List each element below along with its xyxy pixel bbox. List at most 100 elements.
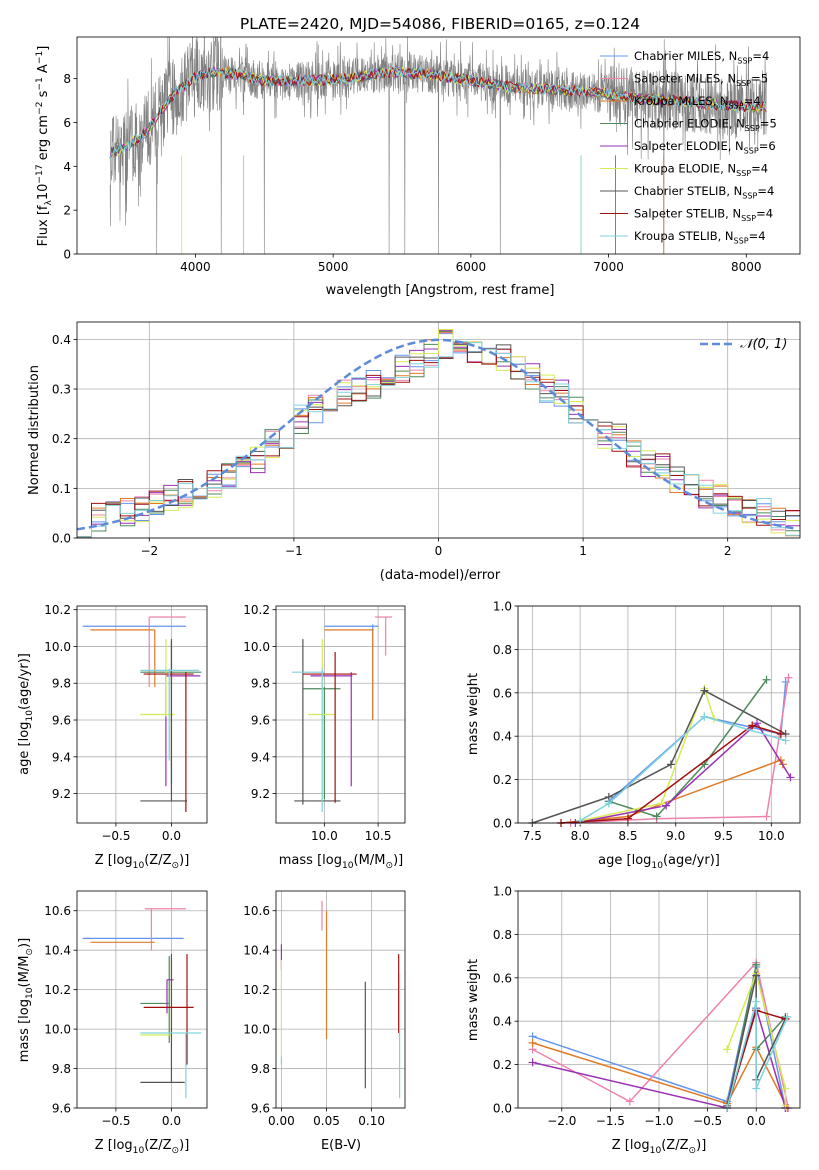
- weight-marker: [652, 812, 661, 821]
- y-tick-label: 0.2: [493, 1058, 512, 1072]
- y-tick-label: 0.2: [52, 432, 71, 446]
- legend-label: Salpeter ELODIE, NSSP=6: [634, 139, 776, 155]
- residuals-axes: −2 −1 0 1 2 0.0 0.1 0.2 0.3 0.4: [52, 322, 800, 558]
- y-tick-label: 10.2: [243, 983, 270, 997]
- legend-label-part: Chabrier MILES, N: [634, 49, 737, 63]
- legend-label-part: SSP: [745, 124, 760, 133]
- mass-weight-age-xlabel-part: 10: [651, 861, 663, 871]
- legend-label-part: =4: [752, 49, 769, 63]
- mass-vs-z-xlabel-part: 10: [133, 1146, 145, 1156]
- weight-marker: [623, 814, 632, 823]
- y-tick-label: 9.8: [52, 677, 71, 691]
- mass-vs-z-ylabel-part: 10: [25, 987, 35, 999]
- mass-weight-z-plot: [528, 958, 793, 1112]
- weight-marker: [752, 997, 761, 1006]
- legend-label-part: SSP: [729, 101, 744, 110]
- weight-line: [726, 1001, 789, 1109]
- y-tick-label: 10.4: [44, 944, 71, 958]
- legend-label: Kroupa MILES, NSSP=4: [634, 94, 761, 110]
- age-vs-mass-xlabel-part: 10: [342, 861, 354, 871]
- model-line: [134, 67, 767, 146]
- weight-line: [608, 679, 768, 818]
- weight-marker: [784, 673, 793, 682]
- legend-label-part: =6: [759, 139, 776, 153]
- mass-vs-z-xlabel-part: )]: [179, 1138, 189, 1153]
- mass-weight-z-axes: −2.0 −1.5 −1.0 −0.5 0.0 0.0 0.2 0.4 0.6 0.8 1.0: [493, 885, 800, 1128]
- mass-vs-ebv-xlabel: E(B-V): [321, 1138, 361, 1153]
- age-vs-z-frame: [76, 605, 208, 824]
- legend-label-part: =4: [756, 207, 773, 221]
- weight-line: [532, 961, 790, 1109]
- legend-label-part: Kroupa STELIB, N: [634, 229, 734, 243]
- mass-vs-z-ylabel: mass [log10(M/M⊙)]: [17, 938, 35, 1062]
- legend-label-part: =4: [749, 229, 766, 243]
- x-tick-label: 1: [579, 544, 587, 558]
- weight-marker: [752, 1084, 761, 1093]
- x-tick-label: −1.0: [644, 1114, 673, 1128]
- weight-marker: [576, 816, 585, 825]
- spectrum-ylabel-part: A: [36, 64, 51, 77]
- y-tick-label: 10.0: [243, 640, 270, 654]
- x-tick-label: 4000: [180, 260, 211, 274]
- residual-histogram: [77, 329, 800, 538]
- mass-weight-age-ylabel: mass weight: [466, 673, 481, 755]
- legend-label: Kroupa STELIB, NSSP=4: [634, 229, 766, 245]
- age-vs-z-xlabel-part: (Z/Z: [144, 853, 171, 868]
- residual-plot: [77, 329, 800, 538]
- legend-label: Salpeter STELIB, NSSP=4: [634, 207, 773, 223]
- y-tick-label: 10.0: [44, 640, 71, 654]
- legend-label: Salpeter MILES, NSSP=5: [634, 72, 768, 88]
- legend-label-part: Kroupa MILES, N: [634, 94, 729, 108]
- age-vs-mass-xlabel-part: (M/M: [354, 853, 386, 868]
- y-tick-label: 0.0: [52, 532, 71, 546]
- x-tick-label: 8.0: [571, 829, 590, 843]
- x-tick-label: 0.0: [162, 1114, 181, 1128]
- spectrum-ylabel-part: −17: [35, 164, 45, 183]
- weight-marker: [762, 812, 771, 821]
- weight-marker: [752, 960, 761, 969]
- mass-vs-z-ylabel-part: mass [log: [17, 999, 32, 1062]
- legend-label-part: SSP: [744, 146, 759, 155]
- x-tick-label: 2: [724, 544, 732, 558]
- spectrum-ylabel: Flux [fλ10−17 erg cm−2 s−1 A−1]: [35, 46, 54, 247]
- age-vs-z-ylabel-part: (age/yr)]: [17, 653, 32, 710]
- x-tick-label: 8000: [731, 260, 762, 274]
- mass-weight-z-xlabel: Z [log10(Z/Z⊙)]: [612, 1138, 707, 1156]
- spectrum-axes: 4000 5000 6000 7000 8000 0 2 4 6 8: [63, 72, 761, 274]
- age-vs-z-ylabel: age [log10(age/yr)]: [17, 653, 35, 775]
- x-tick-label: −1: [285, 544, 303, 558]
- mass-weight-age-xlabel-part: (age/yr)]: [663, 853, 720, 868]
- age-vs-mass-xlabel-part: )]: [393, 853, 403, 868]
- x-tick-label: −0.5: [101, 1114, 130, 1128]
- age-vs-z-axes: −0.5 0.0 9.2 9.4 9.6 9.8 10.0 10.2: [44, 603, 207, 843]
- spectrum-ylabel-part: erg cm: [36, 115, 51, 164]
- age-vs-mass-frame: [275, 605, 406, 824]
- mass-vs-ebv-axes: 0.00 0.05 0.10 9.6 9.8 10.0 10.2 10.4 10.6: [243, 891, 405, 1128]
- mass-vs-z-ylabel-part: (M/M: [17, 956, 32, 988]
- mass-vs-ebv-plot: [280, 900, 401, 1099]
- residuals-ylabel: Normed distribution: [27, 365, 42, 495]
- legend-label-part: =5: [760, 117, 777, 131]
- observed-spectrum: [109, 37, 768, 254]
- y-tick-label: 9.8: [251, 1062, 270, 1076]
- weight-line: [726, 971, 787, 1106]
- x-tick-label: 0.05: [313, 1114, 340, 1128]
- mass-weight-z-xlabel-part: )]: [696, 1138, 706, 1153]
- legend-label-part: Salpeter ELODIE, N: [634, 139, 744, 153]
- y-tick-label: 0.2: [493, 773, 512, 787]
- mass-vs-z-xlabel-part: (Z/Z: [144, 1138, 171, 1153]
- x-tick-label: −2: [140, 544, 158, 558]
- mass-weight-age-plot: [528, 673, 795, 827]
- y-tick-label: 1.0: [493, 600, 512, 614]
- legend-label-part: Salpeter MILES, N: [634, 72, 736, 86]
- y-tick-label: 2: [63, 204, 71, 218]
- weight-marker: [781, 1084, 790, 1093]
- weight-line: [570, 677, 790, 824]
- legend-label-part: SSP: [742, 191, 757, 200]
- x-tick-label: 7000: [593, 260, 624, 274]
- legend-label: Chabrier STELIB, NSSP=4: [634, 184, 774, 200]
- gaussian-curve: [77, 338, 798, 531]
- y-tick-label: 0.0: [493, 817, 512, 831]
- age-vs-z-xlabel-part: Z [log: [95, 853, 133, 868]
- age-vs-z-plot: [82, 616, 202, 812]
